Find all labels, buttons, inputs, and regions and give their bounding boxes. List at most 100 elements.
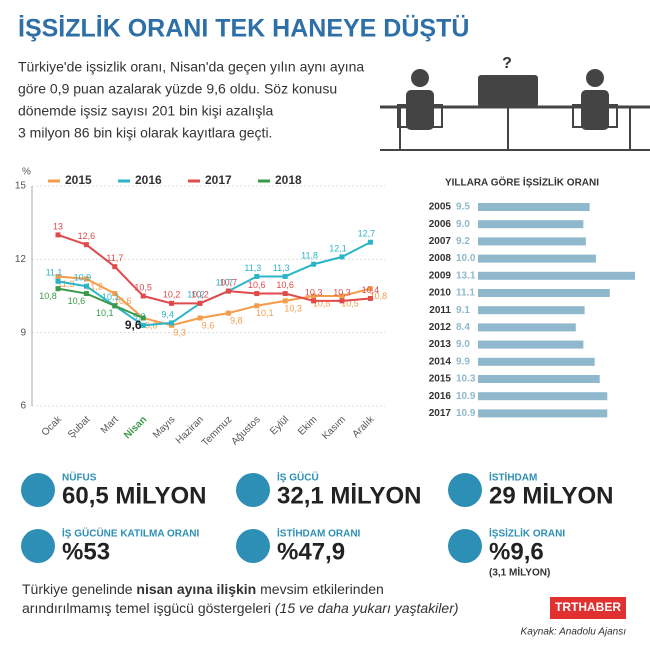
value-label: 10,3 xyxy=(333,287,351,297)
note-part: nisan ayına ilişkin xyxy=(136,581,256,597)
point xyxy=(339,293,345,299)
legend-label: 2018 xyxy=(275,173,302,187)
value-label: 10,2 xyxy=(187,290,205,300)
point xyxy=(169,300,175,306)
value-label: 11,1 xyxy=(46,268,63,278)
office-illustration xyxy=(380,69,650,151)
intro-line: Türkiye'de işsizlik oranı, Nisan'da geçe… xyxy=(18,59,364,75)
value-label: 10,6 xyxy=(276,280,294,290)
point xyxy=(55,273,61,279)
intro-line: 3 milyon 86 bin kişi olarak kayıtlara ge… xyxy=(18,125,272,141)
bar xyxy=(478,409,608,418)
bar xyxy=(478,340,584,349)
value-label: 10,3 xyxy=(284,303,302,313)
stat-label: İSTİHDAM ORANI xyxy=(277,527,361,540)
value-label: 9,3 xyxy=(173,328,186,338)
y-tick-label: 6 xyxy=(20,401,26,412)
point xyxy=(55,278,61,284)
stat-label: İSTİHDAM xyxy=(489,471,537,484)
point xyxy=(282,291,288,297)
value-label: 10,6 xyxy=(248,280,266,290)
stat-value: %53 xyxy=(62,538,110,565)
y-tick-label: 15 xyxy=(15,181,27,192)
stat-label: NÜFUS xyxy=(62,471,97,484)
value-label: 12,7 xyxy=(358,229,376,239)
stat-note: (3,1 MİLYON) xyxy=(489,566,550,579)
point xyxy=(197,315,203,321)
point xyxy=(55,232,61,238)
point xyxy=(83,283,89,289)
value-label: 8.4 xyxy=(456,322,470,333)
stat-icon xyxy=(21,473,55,507)
y-tick-label: 2005 xyxy=(429,202,452,213)
value-label: 9,6 xyxy=(202,320,215,330)
legend-label: 2015 xyxy=(65,173,92,187)
bar-title: YILLARA GÖRE İŞSİZLİK ORANI xyxy=(445,176,599,189)
y-tick-label: 2007 xyxy=(429,236,452,247)
series-line xyxy=(57,287,144,319)
value-label: 10,5 xyxy=(341,298,359,308)
title: İŞSİZLİK ORANI TEK HANEYE DÜŞTÜ xyxy=(18,14,469,43)
stat-icon xyxy=(236,529,270,563)
point xyxy=(55,286,61,292)
point xyxy=(225,288,231,294)
point xyxy=(282,298,288,304)
value-label: 12,6 xyxy=(78,231,96,241)
bar xyxy=(478,254,596,263)
point xyxy=(140,322,146,328)
y-tick-label: 9 xyxy=(20,327,26,338)
point xyxy=(254,273,260,279)
point xyxy=(311,298,317,304)
series-line xyxy=(57,233,371,305)
point xyxy=(197,300,203,306)
y-tick-label: 2013 xyxy=(429,339,452,350)
value-label: 9.1 xyxy=(456,305,470,316)
y-unit: % xyxy=(22,167,31,178)
stat-icon xyxy=(21,529,55,563)
value-label: 11,3 xyxy=(273,263,290,273)
stat-icon xyxy=(448,473,482,507)
value-label: 9,8 xyxy=(230,315,243,325)
intro-line: dönemde işsiz sayısı 201 bin kişi azalış… xyxy=(18,103,273,119)
stat-label: İŞ GÜCÜNE KATILMA ORANI xyxy=(62,527,199,540)
bar xyxy=(478,392,608,401)
value-label: 11.1 xyxy=(456,288,475,299)
point xyxy=(83,242,89,248)
value-label: 10,8 xyxy=(370,291,388,301)
value-label: 10,3 xyxy=(305,287,323,297)
y-tick-label: 2014 xyxy=(429,356,452,367)
value-label: 10,9 xyxy=(74,273,92,283)
value-label: 11,7 xyxy=(106,253,123,263)
bar xyxy=(478,271,635,280)
bar xyxy=(478,289,610,297)
value-label: 10.9 xyxy=(456,408,476,419)
value-label: 9.9 xyxy=(456,356,470,367)
value-label: 10,1 xyxy=(96,308,114,318)
point xyxy=(339,254,345,260)
value-label: 9,4 xyxy=(161,309,174,319)
bar xyxy=(478,323,576,332)
y-tick-label: 2012 xyxy=(429,322,452,333)
point xyxy=(112,264,118,270)
value-label: 10,4 xyxy=(362,285,380,295)
value-label: 10.0 xyxy=(456,253,476,264)
value-label: 10,6 xyxy=(68,296,86,306)
value-label: 9,6 xyxy=(125,318,142,332)
point xyxy=(112,303,118,309)
value-label: 10,1 xyxy=(256,308,274,318)
bar xyxy=(478,357,595,366)
y-tick-label: 2016 xyxy=(429,391,452,402)
brand: TRTHABER xyxy=(555,600,621,614)
value-label: 10,7 xyxy=(216,277,234,287)
y-tick-label: 12 xyxy=(15,254,27,265)
legend-label: 2016 xyxy=(135,173,162,187)
stat-label: İŞ GÜCÜ xyxy=(277,471,319,484)
point xyxy=(83,291,89,297)
value-label: 9.0 xyxy=(456,339,470,350)
bar xyxy=(478,306,585,315)
point xyxy=(311,293,317,299)
value-label: 11,3 xyxy=(58,279,75,289)
note-part: arındırılmamış temel işgücü göstergeleri xyxy=(22,600,275,616)
bar xyxy=(478,375,600,383)
value-label: 10,2 xyxy=(163,290,181,300)
